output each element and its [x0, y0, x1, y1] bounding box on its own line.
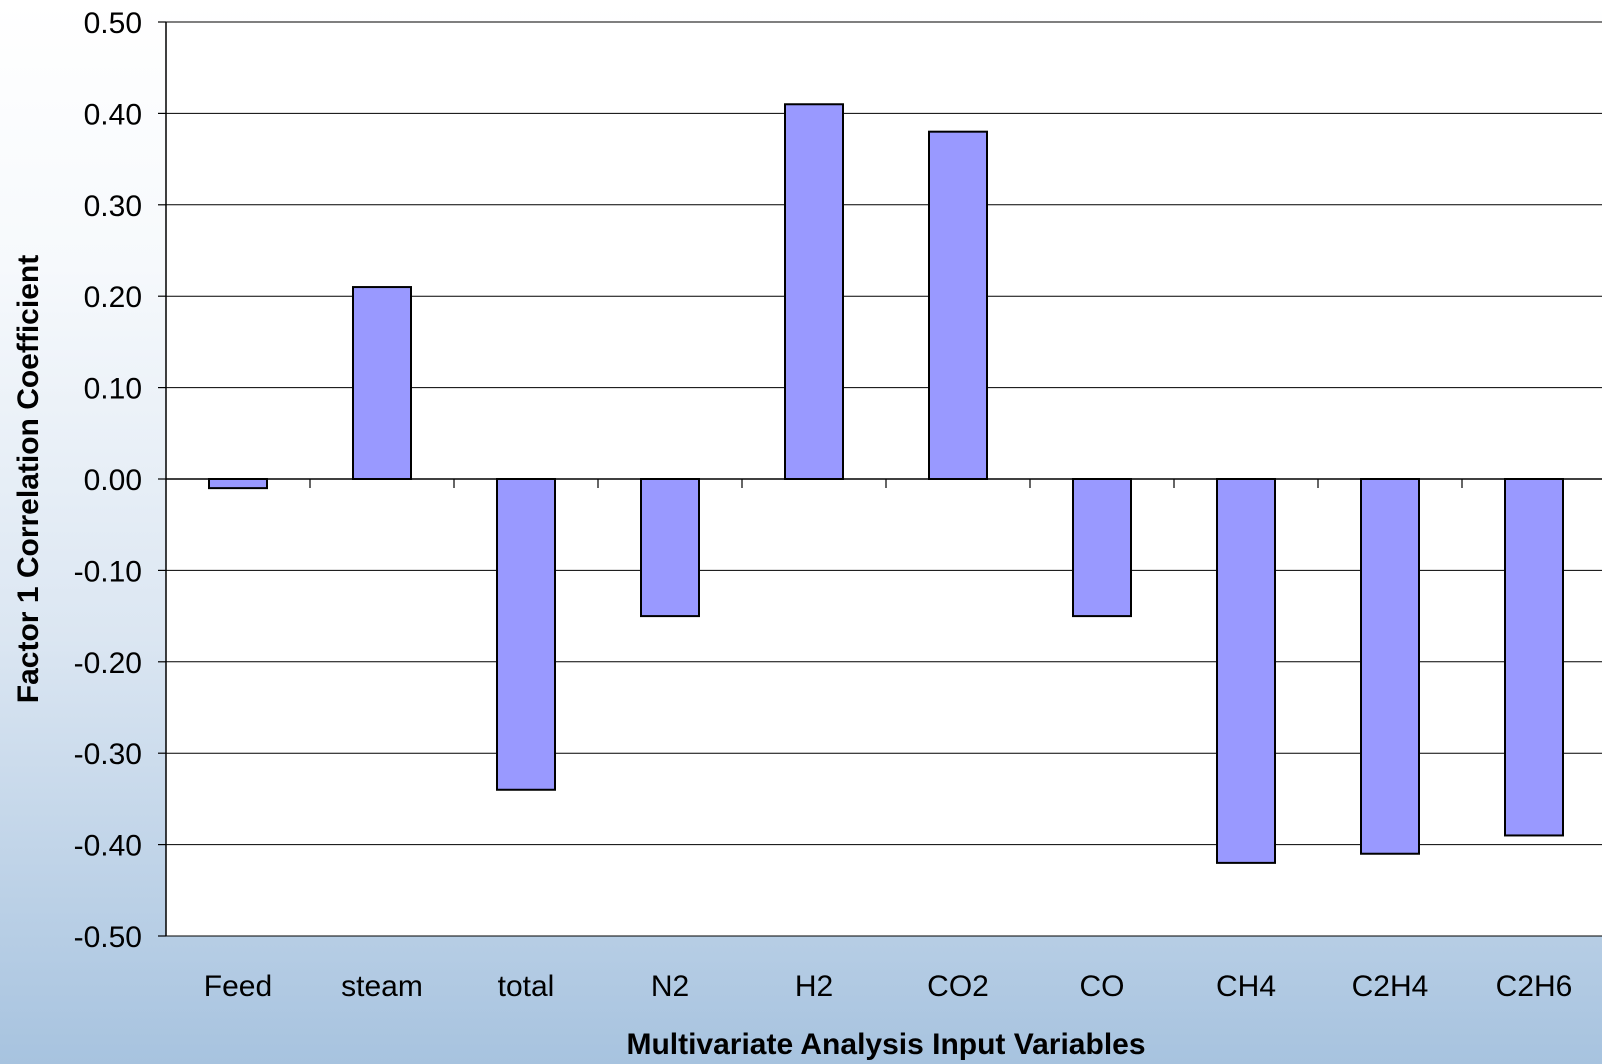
y-tick-label: 0.00: [84, 464, 142, 497]
bar-co: [1072, 478, 1132, 618]
y-tick-label: -0.30: [74, 738, 142, 771]
bar-feed: [208, 478, 268, 490]
y-axis-title: Factor 1 Correlation Coefficient: [12, 255, 45, 703]
y-tick-labels: 0.50 0.40 0.30 0.20 0.10 0.00 -0.10 -0.20 -0.30 -…: [74, 7, 142, 954]
x-tick-label: Feed: [204, 970, 272, 1003]
bar-c2h6: [1504, 478, 1564, 837]
x-tick-label: H2: [795, 970, 833, 1003]
y-tick-label: 0.30: [84, 190, 142, 223]
x-tick-label: N2: [651, 970, 689, 1003]
x-tick-label: CH4: [1216, 970, 1276, 1003]
bar-c2h4: [1360, 478, 1420, 855]
y-tick-label: 0.10: [84, 373, 142, 406]
bar-steam: [352, 286, 412, 480]
y-tick-label: -0.10: [74, 555, 142, 588]
x-tick-labels: Feed steam total N2 H2 CO2 CO CH4 C2H4 C2H6: [204, 970, 1573, 1003]
bar-total: [496, 478, 556, 791]
x-tick-label: CO2: [927, 970, 989, 1003]
bars: [208, 103, 1564, 864]
x-tick-label: C2H6: [1496, 970, 1573, 1003]
y-tick-label: -0.40: [74, 830, 142, 863]
x-axis-title: Multivariate Analysis Input Variables: [626, 1028, 1145, 1061]
y-tick-label: 0.40: [84, 98, 142, 131]
y-tick-label: 0.50: [84, 7, 142, 40]
bar-ch4: [1216, 478, 1276, 864]
y-tick-label: -0.50: [74, 921, 142, 954]
x-tick-label: C2H4: [1352, 970, 1429, 1003]
y-tick-label: -0.20: [74, 647, 142, 680]
bar-h2: [784, 103, 844, 480]
x-tick-label: total: [498, 970, 555, 1003]
bar-n2: [640, 478, 700, 618]
axes: [158, 21, 1602, 937]
x-tick-label: CO: [1080, 970, 1125, 1003]
bar-co2: [928, 130, 988, 480]
x-tick-label: steam: [341, 970, 423, 1003]
y-tick-label: 0.20: [84, 281, 142, 314]
